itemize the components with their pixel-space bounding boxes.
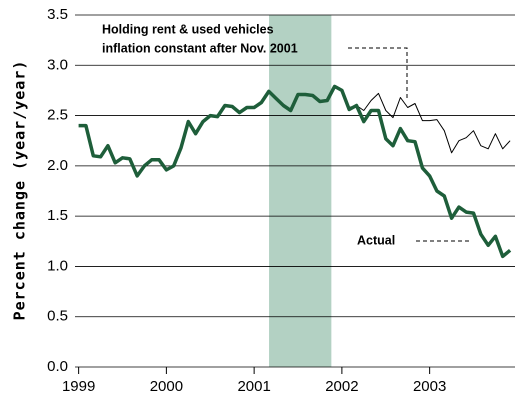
y-tick-label: 1.0 [47,257,68,274]
annotation: Actual [357,233,395,247]
leader-line [348,47,408,98]
line [78,84,512,259]
y-tick-label: 1.5 [47,207,68,224]
y-axis-label: Percent change (year/year) [11,60,29,321]
y-tick-label: 3.0 [47,56,68,73]
y-tick-label: 3.5 [47,6,68,23]
y-tick-label: 0.0 [47,358,68,375]
y-tick-label: 0.5 [47,308,68,325]
x-tick-label: 2001 [237,378,270,395]
shaded-region [269,15,332,367]
annotation: Holding rent & used vehicles [102,22,274,36]
x-tick-label: 1999 [62,378,95,395]
annotation: inflation constant after Nov. 2001 [102,41,298,55]
y-tick-label: 2.0 [47,157,68,174]
line [326,85,511,154]
y-tick-label: 2.5 [47,107,68,124]
x-tick-label: 2000 [150,378,183,395]
x-tick-label: 2003 [413,378,446,395]
x-tick-label: 2002 [325,378,358,395]
